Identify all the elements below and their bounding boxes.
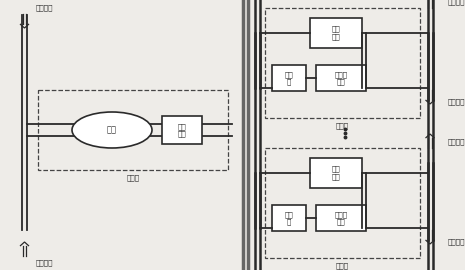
Text: 用户回水: 用户回水 [36, 4, 53, 11]
Text: 供热站: 供热站 [336, 263, 349, 269]
Bar [310, 18, 362, 48]
Text: 蓄水
池: 蓄水 池 [285, 71, 293, 85]
Text: 给用户供暖: 给用户供暖 [448, 99, 465, 105]
Bar [310, 158, 362, 188]
Bar [162, 116, 202, 144]
Bar [38, 90, 228, 170]
Bar [265, 8, 420, 118]
Text: 主供
暖泵: 主供 暖泵 [178, 123, 186, 137]
Text: 供热站: 供热站 [336, 123, 349, 129]
Bar [316, 65, 366, 91]
Text: 锅炉: 锅炉 [107, 126, 117, 134]
Text: 给用户供暖: 给用户供暖 [448, 239, 465, 245]
Text: 定压补
水泵: 定压补 水泵 [334, 211, 347, 225]
Text: 循环
水泵: 循环 水泵 [332, 166, 340, 180]
Text: 给用户供暖: 给用户供暖 [448, 139, 465, 145]
Ellipse shape [72, 112, 152, 148]
Text: 定压补
机泵: 定压补 机泵 [334, 71, 347, 85]
Text: 循环
水泵: 循环 水泵 [332, 26, 340, 40]
Bar [272, 65, 306, 91]
Text: 用户回水: 用户回水 [36, 259, 53, 266]
Text: 锅炉房: 锅炉房 [126, 175, 140, 181]
Bar [316, 205, 366, 231]
Text: 给用户供暖: 给用户供暖 [448, 0, 465, 5]
Bar [265, 148, 420, 258]
Bar [272, 205, 306, 231]
Text: 蓄水
池: 蓄水 池 [285, 211, 293, 225]
